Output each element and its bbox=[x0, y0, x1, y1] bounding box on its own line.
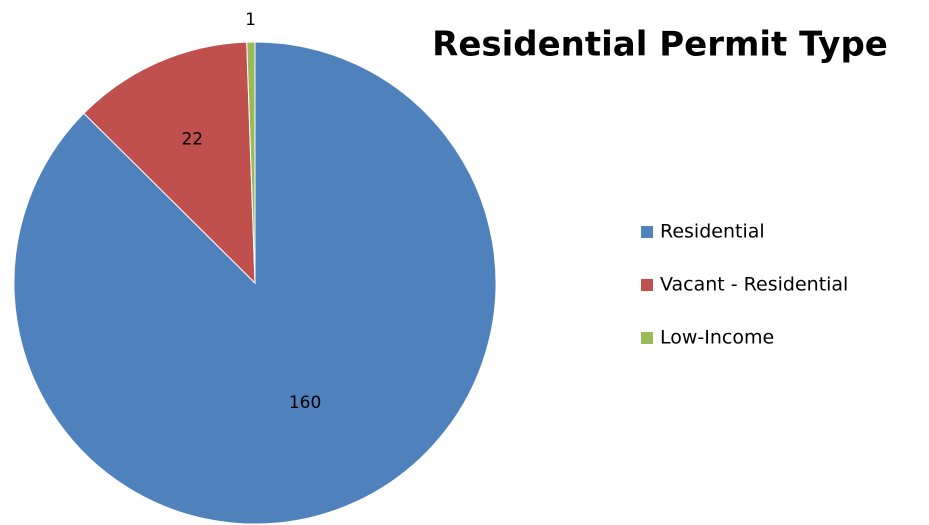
chart-title: Residential Permit Type bbox=[432, 25, 888, 65]
data-label: 22 bbox=[181, 129, 203, 149]
legend-label: Residential bbox=[660, 221, 765, 243]
legend-label: Low-Income bbox=[660, 327, 774, 349]
data-label: 1 bbox=[245, 10, 256, 30]
legend-label: Vacant - Residential bbox=[660, 274, 848, 296]
legend-swatch bbox=[641, 226, 653, 238]
pie-slice bbox=[83, 41, 256, 285]
data-label: 160 bbox=[289, 393, 321, 413]
pie-slice bbox=[246, 41, 256, 284]
legend-swatch bbox=[641, 332, 653, 344]
legend-swatch bbox=[641, 279, 653, 291]
